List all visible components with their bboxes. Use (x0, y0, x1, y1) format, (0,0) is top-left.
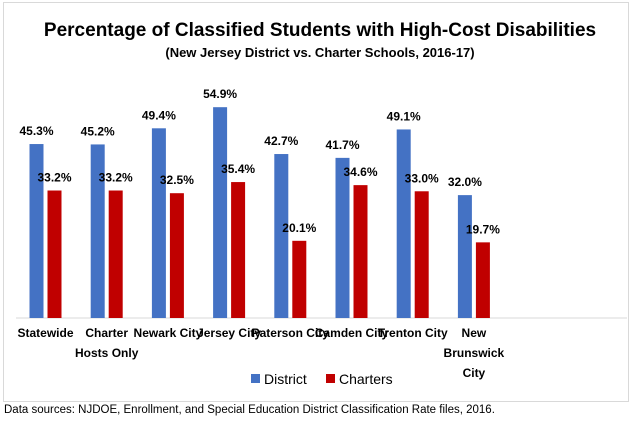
x-tick-label: New Brunswick City (444, 326, 505, 380)
chart-title: Percentage of Classified Students with H… (44, 20, 596, 41)
bar-charters (353, 185, 368, 318)
data-label: 34.6% (343, 165, 377, 179)
x-tick-label-line: Camden City (315, 326, 389, 340)
x-tick-label-line: Charter (85, 326, 128, 340)
data-label: 19.7% (466, 222, 500, 236)
bar-district (90, 144, 105, 318)
legend-swatch-district (251, 374, 260, 383)
x-tick-label: Newark City (134, 326, 203, 340)
footnote: Data sources: NJDOE, Enrollment, and Spe… (4, 404, 495, 416)
bar-district (457, 195, 472, 318)
x-tick-label-line: Jersey City (197, 326, 261, 340)
chart-frame (3, 2, 629, 402)
data-label: 20.1% (282, 221, 316, 235)
bar-charters (169, 193, 184, 318)
x-tick-label-line: Paterson City (252, 326, 330, 340)
x-tick-label: Statewide (17, 326, 73, 340)
x-tick-label-line: Brunswick (444, 346, 505, 360)
data-label: 32.5% (160, 173, 194, 187)
bar-district (274, 154, 289, 318)
x-tick-label: Camden City (315, 326, 389, 340)
x-tick-label-line: City (463, 366, 486, 380)
bar-charters (292, 240, 307, 318)
bar-charters (231, 182, 246, 318)
data-label: 42.7% (264, 134, 298, 148)
legend-label-charters: Charters (339, 371, 393, 387)
x-tick-label: Trenton City (378, 326, 448, 340)
bar-district (151, 128, 166, 318)
bar-district (335, 157, 350, 318)
chart-subtitle: (New Jersey District vs. Charter Schools… (165, 45, 474, 60)
x-tick-label-line: Hosts Only (75, 346, 139, 360)
x-tick-label: Paterson City (252, 326, 330, 340)
x-tick-label-line: Newark City (134, 326, 203, 340)
bar-district (396, 129, 411, 318)
x-tick-label-line: New (462, 326, 487, 340)
data-label: 54.9% (203, 87, 237, 101)
data-label: 49.4% (142, 108, 176, 122)
x-tick-label-line: Trenton City (378, 326, 448, 340)
data-label: 33.0% (405, 171, 439, 185)
x-tick-label: Jersey City (197, 326, 261, 340)
bar-charters (414, 191, 429, 318)
bar-district (29, 144, 44, 318)
data-label: 49.1% (387, 109, 421, 123)
data-label: 33.2% (99, 171, 133, 185)
x-tick-label: Charter Hosts Only (75, 326, 139, 360)
x-tick-label-line: Statewide (17, 326, 73, 340)
data-label: 33.2% (37, 171, 71, 185)
bar-charters (108, 190, 123, 318)
data-label: 41.7% (325, 138, 359, 152)
data-label: 32.0% (448, 175, 482, 189)
bar-district (213, 107, 228, 319)
bar-charters (475, 242, 490, 318)
legend-swatch-charters (326, 374, 335, 383)
data-label: 45.3% (19, 124, 53, 138)
legend-label-district: District (264, 371, 307, 387)
bar-charters (47, 190, 62, 318)
data-label: 45.2% (81, 124, 115, 138)
data-label: 35.4% (221, 162, 255, 176)
